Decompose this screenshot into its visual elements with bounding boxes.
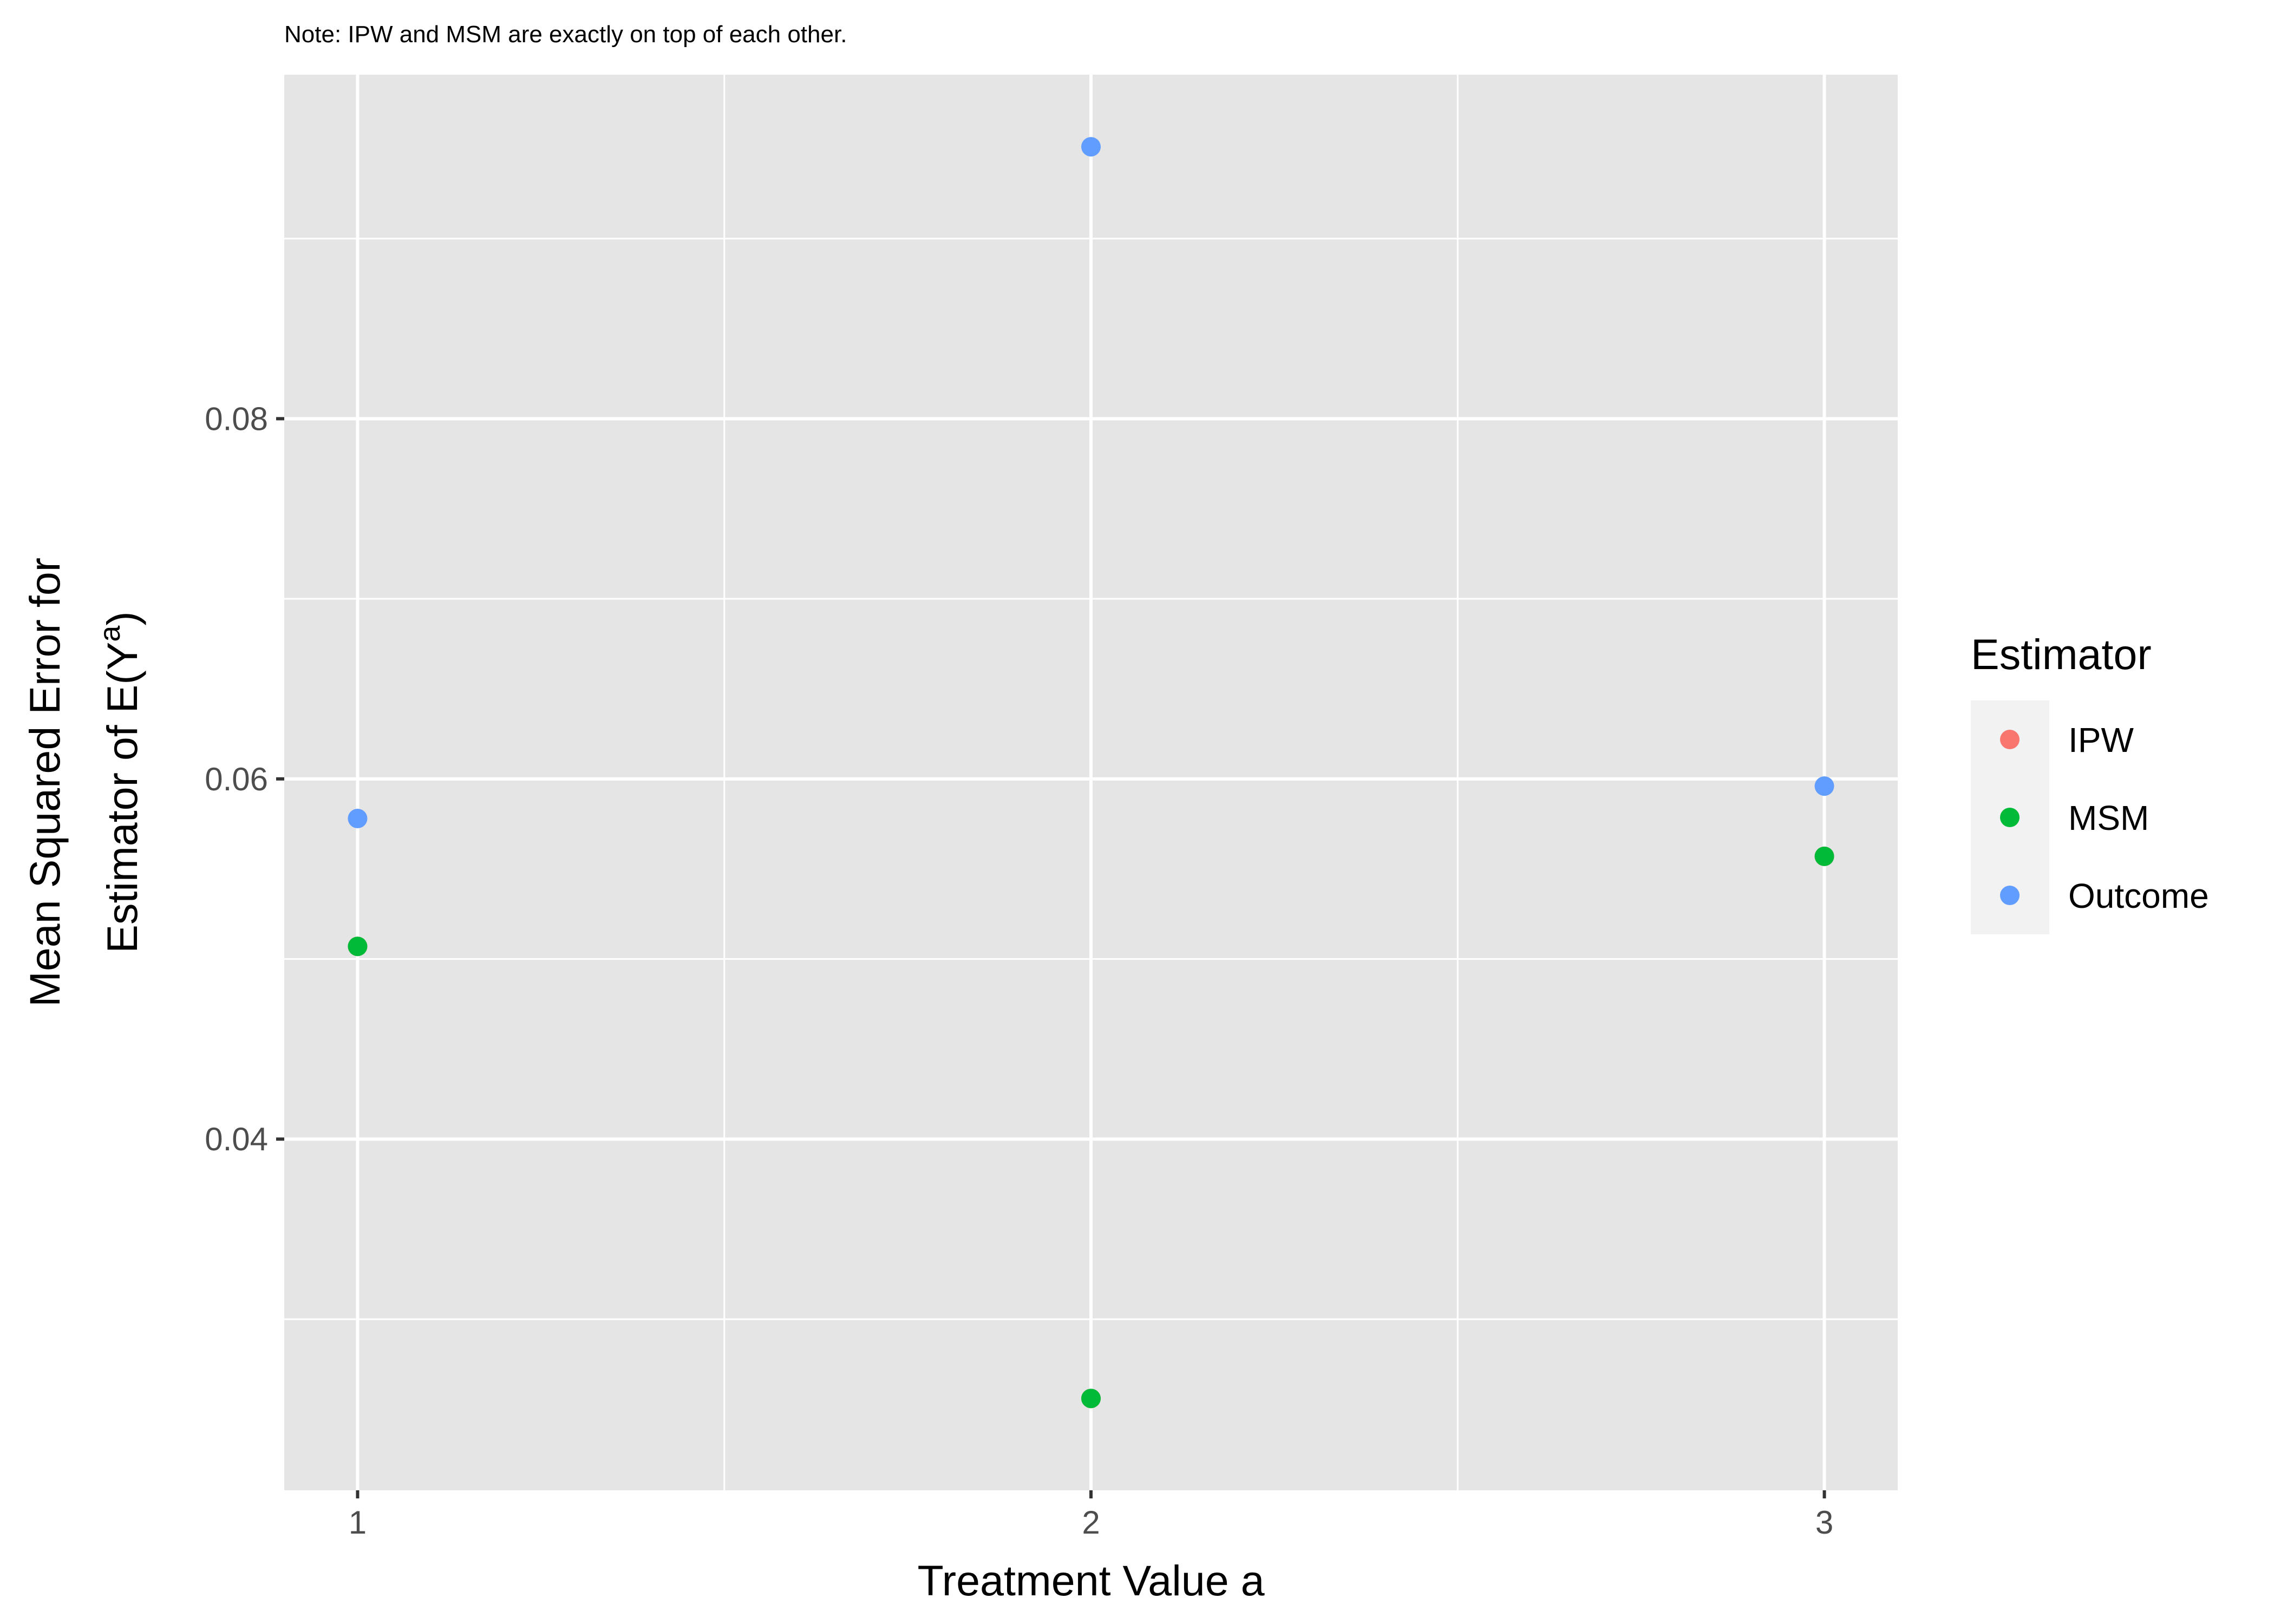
chart-note: Note: IPW and MSM are exactly on top of … (284, 21, 847, 48)
legend: IPW MSM Outcome (2000, 721, 2209, 915)
data-points (348, 137, 1834, 1409)
x-axis-title: Treatment Value a (917, 1556, 1264, 1605)
y-axis-tick-labels: 0.04 0.06 0.08 (205, 401, 268, 1157)
y-axis-title: Mean Squared Error for Estimator of E(Ya… (21, 558, 146, 1007)
y-axis-title-line1: Mean Squared Error for (21, 558, 69, 1007)
y-tick-label: 0.06 (205, 761, 268, 797)
y-tick-label: 0.08 (205, 401, 268, 437)
legend-title: Estimator (1971, 630, 2152, 678)
y-axis-title-line2-superscript: a (94, 625, 126, 642)
major-gridlines (284, 75, 1898, 1490)
point-msm (348, 937, 368, 957)
legend-key-ipw (2000, 730, 2020, 749)
y-axis-title-line2-suffix: ) (98, 611, 146, 625)
point-outcome (1814, 776, 1834, 796)
x-tick-label: 2 (1082, 1504, 1100, 1541)
point-outcome (348, 809, 368, 829)
legend-label-msm: MSM (2068, 798, 2149, 837)
x-axis-tick-labels: 1 2 3 (349, 1504, 1833, 1541)
legend-key-msm (2000, 808, 2020, 827)
x-tick-label: 1 (349, 1504, 367, 1541)
point-msm (1081, 1389, 1101, 1409)
x-tick-label: 3 (1815, 1504, 1833, 1541)
axis-ticks (276, 417, 1826, 1498)
y-axis-title-line2-prefix: Estimator of E(Y (98, 642, 146, 953)
point-outcome (1081, 137, 1101, 157)
legend-label-ipw: IPW (2068, 721, 2134, 759)
y-tick-label: 0.04 (205, 1121, 268, 1157)
point-msm (1814, 846, 1834, 866)
y-axis-title-line2: Estimator of E(Ya) (94, 611, 146, 953)
legend-key-outcome (2000, 886, 2020, 905)
legend-label-outcome: Outcome (2068, 876, 2209, 915)
